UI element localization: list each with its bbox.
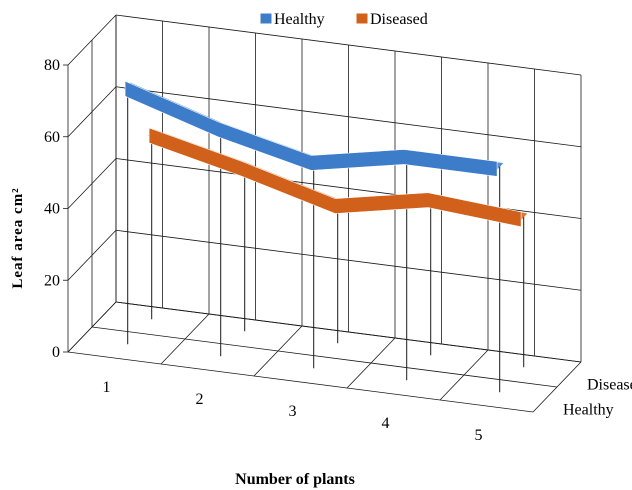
x-tick-label: 3 bbox=[289, 403, 297, 420]
y-tick-label: 60 bbox=[44, 129, 60, 146]
legend-label-healthy: Healthy bbox=[274, 11, 325, 28]
x-tick-label: 1 bbox=[103, 379, 111, 396]
y-axis-title: Leaf area cm² bbox=[10, 187, 26, 288]
x-tick-label: 2 bbox=[196, 391, 204, 408]
chart-series bbox=[124, 80, 528, 228]
floor-gridline bbox=[91, 326, 558, 388]
y-tick-label: 0 bbox=[52, 344, 60, 361]
x-tick-label: 5 bbox=[475, 427, 483, 444]
y-tick-label: 40 bbox=[44, 201, 60, 218]
floor-gridline bbox=[253, 325, 303, 377]
floor-gridline bbox=[160, 313, 210, 365]
depth-tick-label: Healthy bbox=[563, 402, 614, 419]
legend-label-diseased: Diseased bbox=[370, 11, 428, 28]
series-line-healthy bbox=[124, 80, 498, 177]
legend-swatch-healthy bbox=[259, 12, 273, 25]
x-tick-label: 4 bbox=[382, 415, 390, 432]
y-tick-label: 80 bbox=[44, 57, 60, 74]
y-tick-label: 20 bbox=[44, 272, 60, 289]
x-axis-title: Number of plants bbox=[235, 471, 355, 488]
depth-tick-label: Diseased bbox=[587, 377, 632, 394]
chart-tick-labels: 0 20 40 60 80 1 2 3 4 5 Healthy Diseased bbox=[44, 57, 632, 444]
floor-gridline bbox=[532, 361, 582, 413]
chart-legend: Healthy Diseased bbox=[259, 11, 428, 28]
floor-gridline bbox=[346, 337, 396, 389]
series-line-diseased bbox=[148, 127, 522, 228]
legend-swatch-diseased bbox=[355, 12, 369, 25]
floor-gridline bbox=[67, 351, 534, 413]
floor-gridline bbox=[439, 349, 489, 401]
